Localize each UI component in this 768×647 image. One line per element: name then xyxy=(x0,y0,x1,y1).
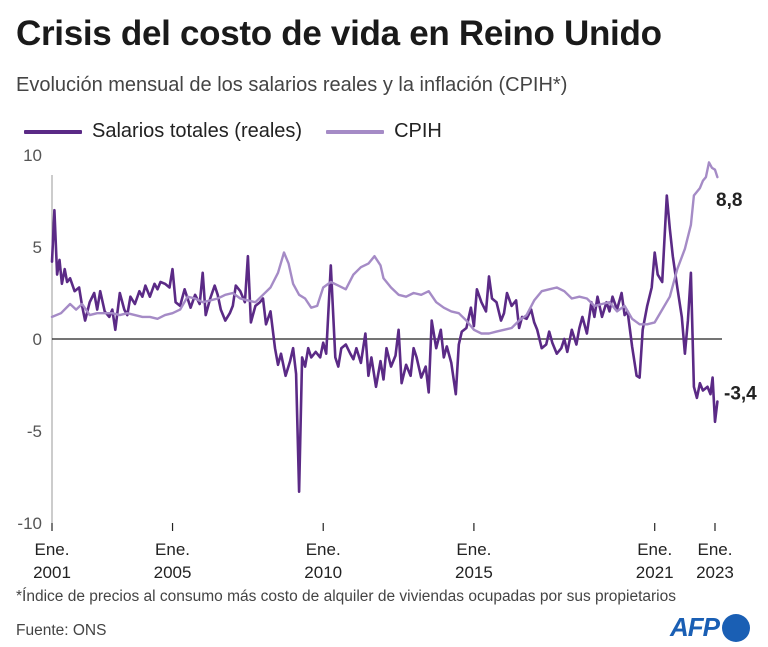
x-tick-label-year: 2021 xyxy=(636,563,674,582)
afp-logo: AFP xyxy=(670,612,750,643)
legend: Salarios totales (reales) CPIH xyxy=(24,120,466,143)
afp-logo-text: AFP xyxy=(670,612,720,642)
x-tick-label-year: 2005 xyxy=(154,563,192,582)
legend-swatch-salarios xyxy=(24,129,82,134)
x-tick-label-month: Ene. xyxy=(155,540,190,559)
x-tick-label-month: Ene. xyxy=(456,540,491,559)
x-tick-label-year: 2015 xyxy=(455,563,493,582)
series-line-cpih xyxy=(50,161,719,335)
y-tick-label: -10 xyxy=(17,514,42,533)
y-tick-label: 10 xyxy=(23,146,42,165)
legend-item-cpih: CPIH xyxy=(326,120,442,143)
x-tick-label-month: Ene. xyxy=(637,540,672,559)
footnote: *Índice de precios al consumo más costo … xyxy=(16,588,676,605)
legend-item-salarios: Salarios totales (reales) xyxy=(24,120,302,143)
end-label-salarios: -3,4 xyxy=(724,384,757,405)
x-tick-label-year: 2010 xyxy=(304,563,342,582)
y-tick-label: 0 xyxy=(33,330,42,349)
legend-label-salarios: Salarios totales (reales) xyxy=(92,120,303,142)
legend-label-cpih: CPIH xyxy=(394,120,442,142)
afp-logo-dot xyxy=(722,613,750,642)
y-tick-label: -5 xyxy=(27,422,42,441)
series-line-salarios xyxy=(50,194,719,493)
x-tick-label-month: Ene. xyxy=(697,540,732,559)
legend-swatch-cpih xyxy=(326,129,385,134)
x-tick-label-month: Ene. xyxy=(306,540,341,559)
x-tick-label-year: 2023 xyxy=(696,563,734,582)
chart-title: Crisis del costo de vida en Reino Unido xyxy=(16,14,662,53)
x-tick-label-year: 2001 xyxy=(33,563,71,582)
y-tick-label: 5 xyxy=(33,238,42,257)
end-label-cpih: 8,8 xyxy=(716,190,742,211)
source-note: Fuente: ONS xyxy=(16,622,107,639)
chart-subtitle: Evolución mensual de los salarios reales… xyxy=(16,74,568,96)
x-tick-label-month: Ene. xyxy=(35,540,70,559)
